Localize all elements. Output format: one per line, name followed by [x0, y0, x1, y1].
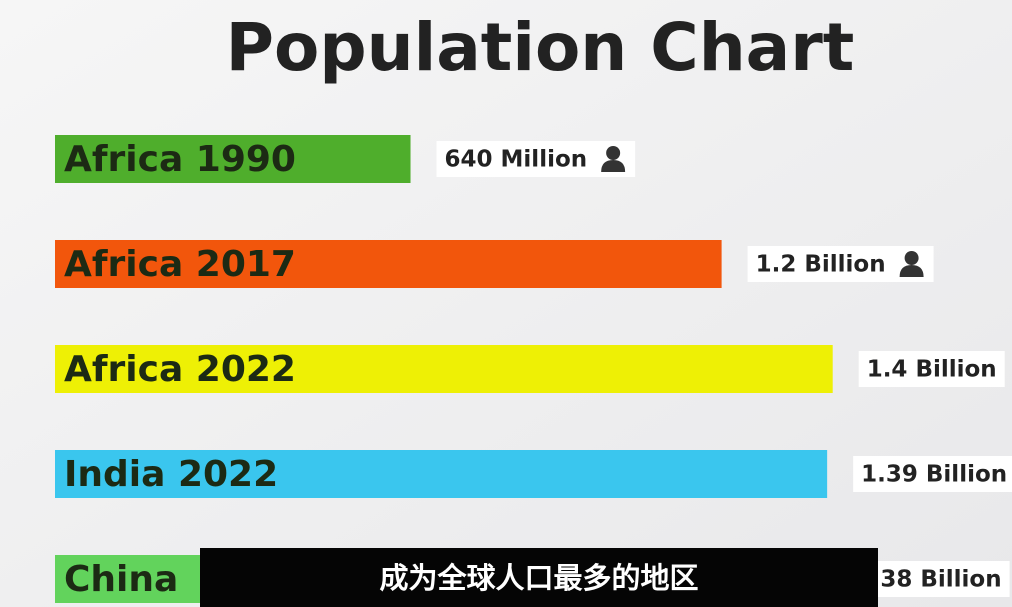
- value-label-box: [858, 351, 1005, 387]
- chart-title: Population Chart: [226, 9, 855, 86]
- value-label: 1.4 Billion: [867, 357, 997, 383]
- person-icon: [606, 146, 621, 160]
- person-icon: [899, 265, 924, 277]
- value-label: 1.38 Billion: [856, 567, 1002, 593]
- subtitle-box: [200, 548, 878, 607]
- category-label: Africa 2017: [64, 244, 296, 285]
- value-label-box: [853, 456, 1012, 492]
- category-label: Africa 2022: [64, 349, 296, 390]
- person-icon: [601, 160, 626, 172]
- bar: [55, 450, 828, 498]
- category-label: China: [64, 559, 178, 600]
- category-label: India 2022: [64, 454, 278, 495]
- bar: [55, 240, 722, 288]
- value-label: 640 Million: [445, 147, 588, 173]
- bar: [55, 345, 833, 393]
- subtitle: 成为全球人口最多的地区: [379, 561, 698, 595]
- bar: [55, 135, 411, 183]
- value-label: 1.2 Billion: [756, 252, 886, 278]
- value-label: 1.39 Billion: [861, 462, 1007, 488]
- category-label: Africa 1990: [64, 139, 296, 180]
- person-icon: [904, 251, 919, 265]
